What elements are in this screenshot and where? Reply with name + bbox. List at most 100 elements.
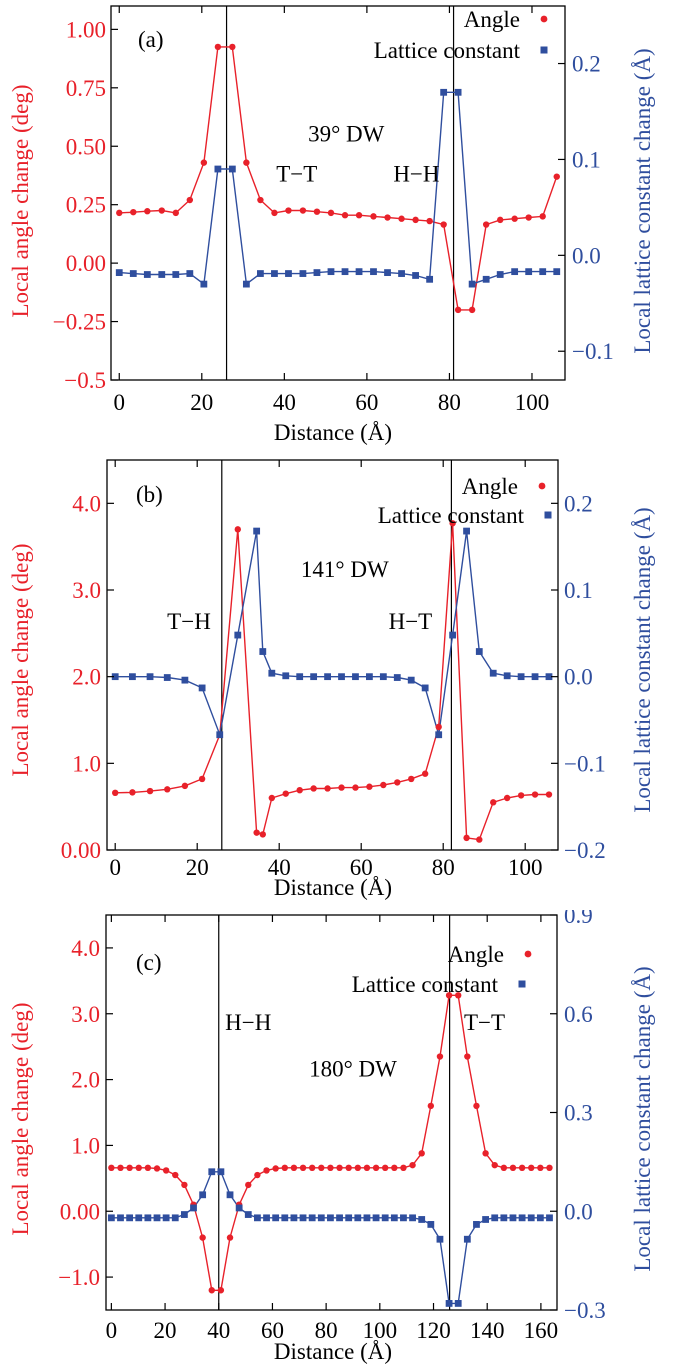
y-tick-label-left: 0.00 [61,838,101,863]
lattice-point [363,1214,371,1222]
x-tick-label: 100 [508,855,543,880]
series-markers [115,15,561,314]
angle-point [263,1167,270,1174]
angle-point [398,215,405,222]
panel-label: (a) [138,27,164,52]
y-tick-label-left: −0.5 [64,368,106,393]
y-tick-label-left: 3.0 [71,1002,100,1027]
x-tick-label: 20 [190,390,213,415]
angle-point [370,213,377,220]
angle-point [463,834,470,842]
panel-label: (c) [136,950,162,975]
lattice-point [412,272,419,279]
axis-ticks: 0 20 40 60 80 100 0.00 1.0 2.0 3.0 4.0 −0.2 −0.1 0.0 0… [61,460,606,880]
angle-point [476,836,483,843]
lattice-point [354,1214,362,1222]
lattice-point [144,1214,152,1222]
lattice-point [198,684,206,692]
lattice-point [390,1214,398,1222]
series-markers [111,482,553,843]
angle-point [409,1161,416,1169]
lattice-point [545,673,553,681]
lattice-point [546,1214,553,1222]
axis-ticks: 0 20 40 60 80 100 −0.5 −0.25 0.00 0.25 0.50 0.75 1.0… [53,6,614,415]
angle-point [308,1164,316,1171]
domain-walls [225,6,455,380]
legend-angle-marker [524,950,532,958]
angle-point [253,829,260,836]
y-tick-label-left: 2.0 [72,665,101,690]
lattice-point [454,1300,462,1307]
lattice-point [393,674,401,681]
legend-angle-label: Angle [448,942,504,967]
y-tick-label-left: 4.0 [72,491,101,516]
x-tick-label: 100 [363,1318,398,1343]
angle-point [454,306,462,314]
angle-point [199,1234,206,1241]
angle-point [436,1053,444,1060]
lattice-point [259,648,267,655]
x-tick-label: 20 [154,1318,177,1343]
lattice-point [445,1300,453,1307]
lattice-point [200,280,208,288]
angle-point [172,209,179,217]
angle-point [440,221,447,228]
y-axis-label-left: Local angle change (deg) [8,84,33,317]
x-tick-label: 100 [515,390,550,415]
angle-point [327,209,335,217]
x-axis-label: Distance (Å) [274,875,392,900]
angle-point [354,1164,362,1171]
angle-point [117,1164,124,1171]
lattice-point [517,673,525,681]
angle-point [130,208,137,216]
lattice-point [257,270,264,277]
angle-point [412,216,419,224]
lattice-point [536,1214,544,1222]
lattice-point [129,270,137,277]
lattice-point [254,1214,261,1222]
angle-point [511,215,518,222]
y-tick-label-right: 0.1 [572,147,601,172]
chart-panel-c: 0 20 40 60 80 100 120 140 160 −1.0 0.00 1.0 2.0 3.0 4.… [0,910,673,1365]
lattice-point [296,673,304,681]
angle-point [531,791,539,798]
lattice-point [290,1214,298,1222]
lattice-point [553,268,561,276]
domain-walls [218,915,451,1310]
angle-point [181,1181,188,1189]
axis-labels: (c) Distance (Å) Local angle change (deg… [8,942,655,1364]
lattice-point [539,268,547,276]
x-tick-label: 40 [268,855,291,880]
angle-point [435,723,442,731]
angle-point [500,1164,508,1171]
legend-lattice-label: Lattice constant [352,972,499,997]
angle-point [245,1181,252,1189]
x-tick-label: 120 [416,1318,451,1343]
plot-frame [106,459,559,851]
y-tick-label-right: 0.9 [564,910,593,928]
angle-point [108,1164,115,1171]
angle-point [271,209,278,217]
angle-point [153,1165,161,1172]
angle-point [509,1164,517,1171]
y-tick-label-left: −1.0 [58,1265,100,1290]
y-tick-label-right: 0.0 [564,665,593,690]
lattice-point [454,88,462,96]
lattice-point [366,673,373,681]
lattice-series-line [111,1171,550,1305]
lattice-point [234,631,242,639]
lattice-point [190,1204,197,1212]
angle-point [345,1164,352,1171]
lattice-point [117,1214,124,1222]
x-tick-label: 140 [470,1318,505,1343]
lattice-point [324,673,331,681]
lattice-point [426,275,434,283]
angle-point [254,1171,261,1179]
annotation-wall-right: H−H [393,161,439,186]
x-tick-label: 60 [355,390,378,415]
lattice-point [489,669,497,677]
x-tick-label: 80 [438,390,461,415]
angle-point [126,1164,133,1171]
angle-point [299,1164,307,1171]
angle-point [490,799,497,806]
